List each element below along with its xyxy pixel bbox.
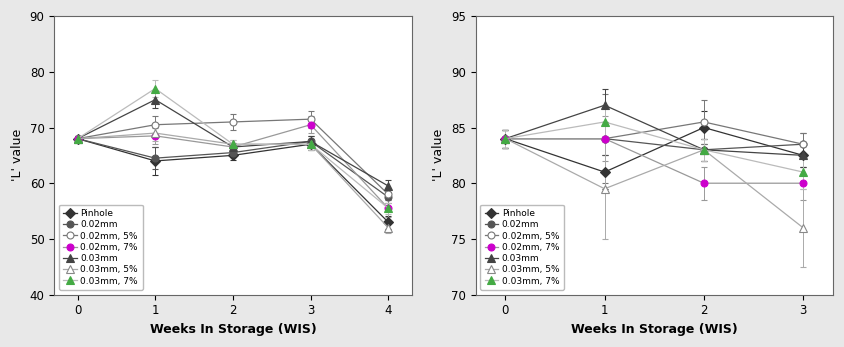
Y-axis label: 'L' value: 'L' value	[11, 129, 24, 181]
X-axis label: Weeks In Storage (WIS): Weeks In Storage (WIS)	[571, 323, 738, 336]
Y-axis label: 'L' value: 'L' value	[432, 129, 446, 181]
Legend: Pinhole, 0.02mm, 0.02mm, 5%, 0.02mm, 7%, 0.03mm, 0.03mm, 5%, 0.03mm, 7%: Pinhole, 0.02mm, 0.02mm, 5%, 0.02mm, 7%,…	[59, 204, 143, 290]
X-axis label: Weeks In Storage (WIS): Weeks In Storage (WIS)	[149, 323, 316, 336]
Legend: Pinhole, 0.02mm, 0.02mm, 5%, 0.02mm, 7%, 0.03mm, 0.03mm, 5%, 0.03mm, 7%: Pinhole, 0.02mm, 0.02mm, 5%, 0.02mm, 7%,…	[480, 204, 564, 290]
